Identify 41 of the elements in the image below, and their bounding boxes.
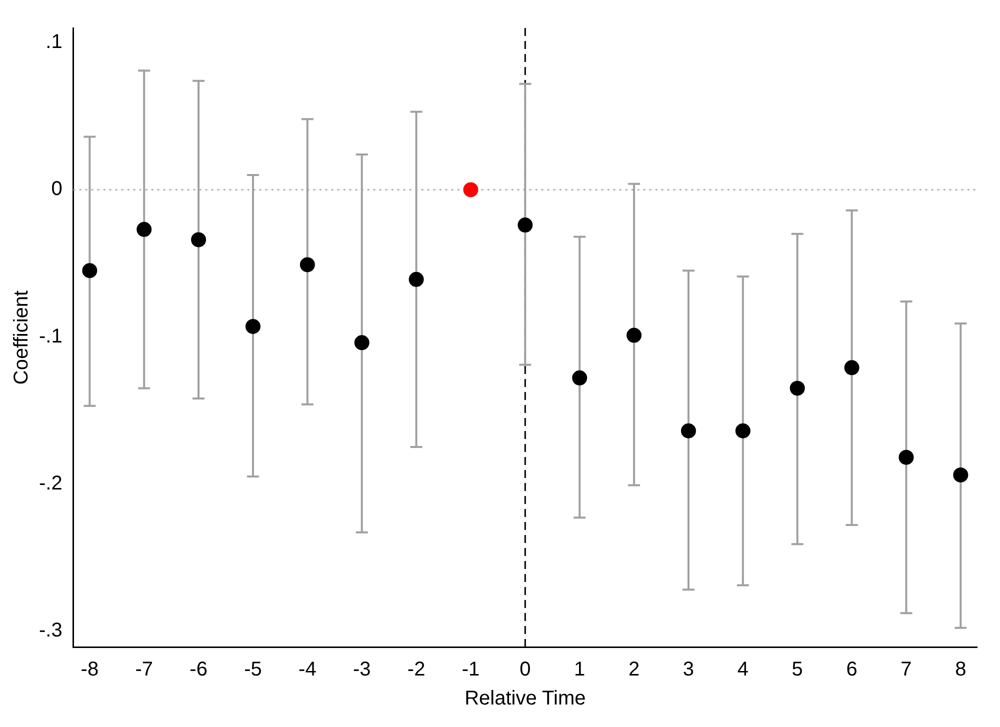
x-axis-title: Relative Time <box>464 688 586 710</box>
point <box>790 380 805 396</box>
point <box>408 272 424 287</box>
point <box>680 423 696 438</box>
x-tick-label: -5 <box>244 658 262 681</box>
x-tick-label: -4 <box>298 658 316 681</box>
point <box>572 370 588 386</box>
y-axis-title: Coefficient <box>10 290 33 385</box>
x-tick-label: -8 <box>80 658 99 681</box>
x-tick-label: 4 <box>737 658 748 681</box>
point <box>136 222 152 237</box>
point <box>898 450 914 465</box>
x-tick-label: -7 <box>135 658 154 681</box>
x-tick-label: 5 <box>792 658 803 681</box>
point <box>245 318 260 334</box>
x-tick-label: 0 <box>520 658 531 681</box>
point <box>463 182 478 198</box>
point <box>844 360 860 376</box>
x-tick-label: 3 <box>682 658 694 681</box>
x-tick-label: 1 <box>574 658 586 681</box>
point <box>518 218 533 233</box>
x-tick-label: -6 <box>190 658 208 681</box>
point <box>735 423 750 438</box>
x-tick-label: 6 <box>846 658 858 681</box>
y-tick-label: -.3 <box>38 619 62 642</box>
point <box>191 232 206 248</box>
y-tick-label: 0 <box>51 178 62 200</box>
x-tick-label: 7 <box>900 658 912 681</box>
x-tick-label: -1 <box>462 658 480 681</box>
x-tick-label: 2 <box>628 658 640 681</box>
x-tick-label: -3 <box>352 658 371 681</box>
point <box>626 328 642 343</box>
point <box>953 467 968 482</box>
x-tick-label: 8 <box>955 658 966 681</box>
point <box>82 263 98 278</box>
x-tick-label: -2 <box>407 658 426 681</box>
point <box>354 335 370 350</box>
y-tick-label: -.1 <box>38 325 62 348</box>
y-tick-label: -.2 <box>38 472 62 494</box>
y-tick-label: .1 <box>46 31 62 54</box>
point <box>300 257 315 272</box>
